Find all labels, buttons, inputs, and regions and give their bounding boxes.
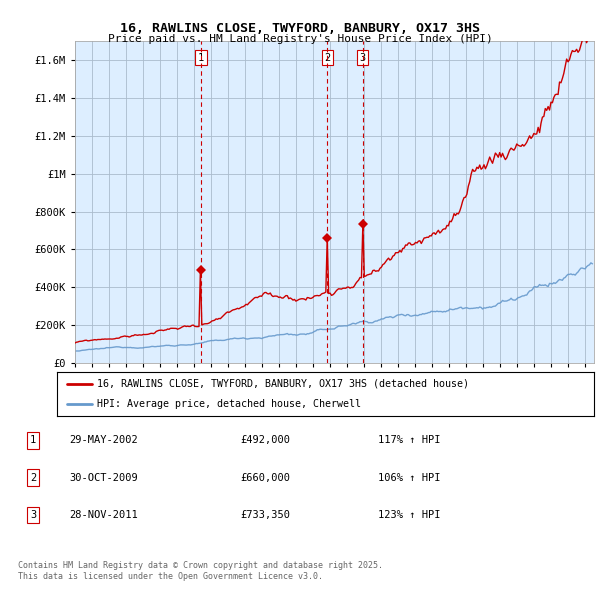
Text: HPI: Average price, detached house, Cherwell: HPI: Average price, detached house, Cher… — [97, 399, 361, 409]
Text: 16, RAWLINS CLOSE, TWYFORD, BANBURY, OX17 3HS (detached house): 16, RAWLINS CLOSE, TWYFORD, BANBURY, OX1… — [97, 379, 469, 389]
Text: 3: 3 — [359, 53, 366, 63]
Text: 2: 2 — [30, 473, 36, 483]
Text: 1: 1 — [198, 53, 204, 63]
Text: £492,000: £492,000 — [240, 435, 290, 445]
Text: 3: 3 — [30, 510, 36, 520]
Text: 16, RAWLINS CLOSE, TWYFORD, BANBURY, OX17 3HS: 16, RAWLINS CLOSE, TWYFORD, BANBURY, OX1… — [120, 22, 480, 35]
Text: Price paid vs. HM Land Registry's House Price Index (HPI): Price paid vs. HM Land Registry's House … — [107, 34, 493, 44]
Text: 28-NOV-2011: 28-NOV-2011 — [69, 510, 138, 520]
Text: 29-MAY-2002: 29-MAY-2002 — [69, 435, 138, 445]
Text: £733,350: £733,350 — [240, 510, 290, 520]
Text: £660,000: £660,000 — [240, 473, 290, 483]
Text: 2: 2 — [324, 53, 331, 63]
Text: 1: 1 — [30, 435, 36, 445]
Text: This data is licensed under the Open Government Licence v3.0.: This data is licensed under the Open Gov… — [18, 572, 323, 581]
Text: 117% ↑ HPI: 117% ↑ HPI — [378, 435, 440, 445]
Text: Contains HM Land Registry data © Crown copyright and database right 2025.: Contains HM Land Registry data © Crown c… — [18, 560, 383, 569]
Text: 30-OCT-2009: 30-OCT-2009 — [69, 473, 138, 483]
Text: 106% ↑ HPI: 106% ↑ HPI — [378, 473, 440, 483]
Text: 123% ↑ HPI: 123% ↑ HPI — [378, 510, 440, 520]
